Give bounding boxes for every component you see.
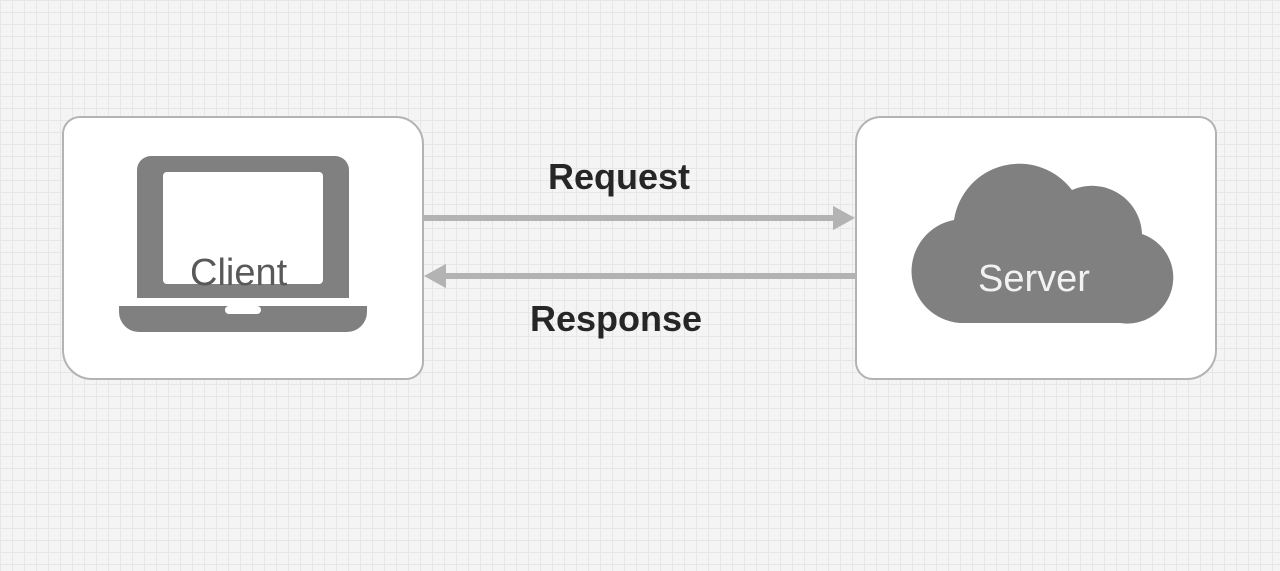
server-label: Server <box>978 258 1090 301</box>
request-label: Request <box>548 156 690 198</box>
diagram-stage: Client Server Request Response <box>0 0 1280 571</box>
client-node <box>62 116 424 380</box>
cloud-icon <box>886 143 1186 353</box>
response-label: Response <box>530 298 702 340</box>
client-label: Client <box>190 252 287 295</box>
response-arrow <box>424 264 855 288</box>
server-node <box>855 116 1217 380</box>
laptop-icon <box>113 148 373 348</box>
request-arrow <box>424 206 855 230</box>
